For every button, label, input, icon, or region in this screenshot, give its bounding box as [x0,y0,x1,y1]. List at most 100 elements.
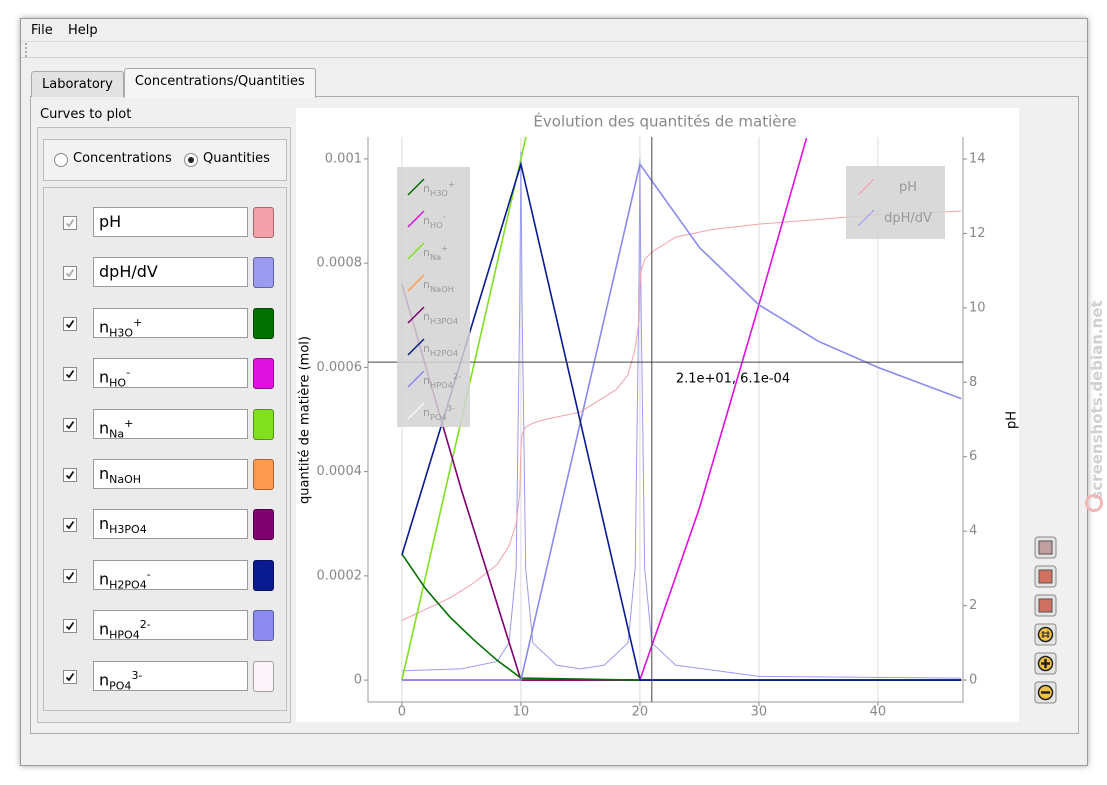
menu-bar [21,19,1087,42]
checkbox[interactable] [63,468,77,482]
watermark-logo [1085,494,1103,512]
y2-tick-label: 4 [969,524,977,539]
color-swatch[interactable] [253,358,274,390]
menu-item[interactable]: File [31,23,53,38]
button-icon [1038,569,1053,584]
button-icon [1038,540,1053,555]
curve-name-field[interactable]: nNaOH [93,459,248,489]
name-sup: 2- [453,371,461,381]
legend-label: nNaOH [423,278,454,294]
curve-name-field[interactable]: nNa+ [93,408,248,440]
name-base: n [99,619,110,639]
legend-swatch [407,178,425,196]
check-mark [65,622,75,631]
plot-toolbar [1034,536,1057,704]
name-sup: + [133,315,143,329]
checkbox[interactable] [63,619,77,634]
name-sub: H3O [109,326,134,340]
name-base: n [99,464,110,483]
color-swatch[interactable] [253,207,274,238]
radio-button[interactable] [184,153,198,167]
name-sub: PO4 [430,412,447,422]
color-swatch[interactable] [253,257,274,289]
name-sub: HO [109,376,127,390]
name-sub: H3PO4 [430,316,458,326]
color-swatch[interactable] [253,610,274,642]
name-sup: + [441,243,448,253]
name-sub: NaOH [430,284,454,294]
name-sub: H2PO4 [109,578,147,592]
legend-swatch [407,306,425,324]
x-tick-label: 30 [751,705,768,720]
curve-name-field[interactable]: nH3O+ [93,307,248,340]
y2-tick-label: 2 [969,598,977,613]
y-tick-label: 0.0004 [317,464,363,479]
curve-name-field[interactable]: pH [93,207,248,237]
color-swatch[interactable] [253,307,274,339]
checkbox[interactable] [63,669,77,684]
radio-label[interactable]: Concentrations [73,151,172,166]
panel-title: Curves to plot [40,107,132,122]
checkbox[interactable] [63,417,77,432]
checkbox[interactable] [63,568,77,583]
curve-name-field[interactable]: dpH/dV [93,257,248,288]
name-sub: Na [430,252,441,262]
y-tick-label: 0 [354,673,362,688]
legend-box [397,167,470,427]
y2-tick-label: 14 [969,151,986,166]
color-swatch[interactable] [253,509,274,541]
checkbox[interactable] [63,216,77,230]
name-sup: - [126,366,131,380]
separator [21,57,1087,58]
curve-name-field[interactable]: nPO43- [93,660,248,693]
legend-label: nHO- [423,211,446,230]
name-base: n [423,310,430,323]
tab[interactable]: Concentrations/Quantities [123,68,316,98]
name-base: pH [99,212,122,231]
legend-swatch [407,210,425,228]
color-swatch[interactable] [253,660,274,692]
legend-label: nNa+ [423,243,448,262]
legend-label: nH2PO4- [423,339,461,358]
menu-item[interactable]: Help [68,23,98,38]
radio-button[interactable] [54,153,68,167]
legend-label: nH3O+ [423,179,455,198]
name-base: n [99,417,110,437]
curve-name-field[interactable]: nHPO42- [93,610,248,642]
legend-swatch [407,242,425,260]
color-swatch[interactable] [253,408,274,440]
curve-name-field[interactable]: nH3PO4 [93,509,248,540]
toolbar-handle [25,43,31,57]
name-sub: HPO4 [430,380,453,390]
y2-tick-label: 0 [969,673,977,688]
chart-title: Évolution des quantités de matière [533,112,796,131]
color-swatch[interactable] [253,459,274,490]
check-mark [65,420,75,429]
legend-swatch [407,370,425,388]
name-sup: 3- [447,403,455,413]
legend-label: nHPO42- [423,371,461,390]
y2-tick-label: 10 [969,300,986,315]
checkbox[interactable] [63,316,77,331]
color-swatch[interactable] [253,559,274,591]
checkbox[interactable] [63,367,77,382]
name-base: n [423,278,430,291]
series-line [401,553,962,681]
checkbox[interactable] [63,518,77,533]
radio-label[interactable]: Quantities [203,151,270,166]
name-sup: - [146,567,151,581]
legend-swatch [857,178,875,196]
check-mark [65,319,75,329]
checkbox[interactable] [63,266,77,281]
watermark: screenshots.debian.net [1088,300,1106,500]
series-line [401,210,962,621]
y2-tick-label: 8 [969,375,977,390]
legend-box [846,166,945,239]
curve-name-field[interactable]: nH2PO4- [93,559,248,592]
button-icon [1041,659,1050,668]
y2-tick-label: 12 [969,226,986,241]
curve-name-field[interactable]: nHO- [93,358,248,390]
name-sub: PO4 [109,679,132,693]
tab[interactable]: Laboratory [31,71,124,97]
name-sub: HO [430,220,443,230]
